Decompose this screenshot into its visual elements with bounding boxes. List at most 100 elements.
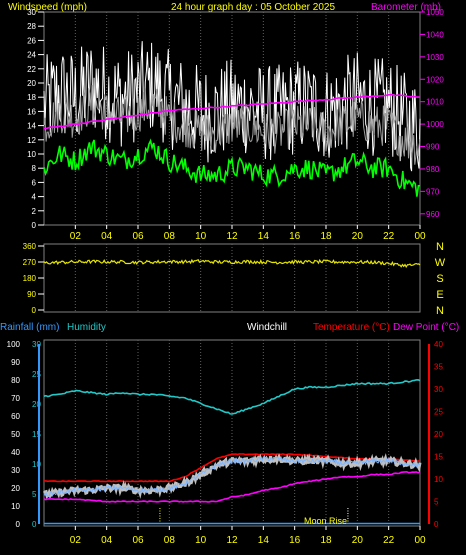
hour-tick-label: 12 bbox=[226, 231, 238, 242]
hour-tick-label: 02 bbox=[70, 231, 82, 242]
windspeed-tick-label: 12 bbox=[27, 136, 36, 145]
temperature-tick-label: 25 bbox=[434, 408, 443, 417]
direction-tick-label: 270 bbox=[23, 258, 37, 267]
dewpoint-legend: Dew Point (°C) bbox=[393, 322, 459, 333]
hour-tick-label: 14 bbox=[258, 535, 270, 546]
barometer-tick-label: 1010 bbox=[426, 98, 444, 107]
direction-series-layer bbox=[43, 258, 421, 269]
temperature-legend: Temperature (°C) bbox=[313, 322, 390, 333]
direction-panel-grid bbox=[74, 244, 390, 312]
rainfall-tick-label: 0 bbox=[32, 520, 37, 529]
windchill-legend: Windchill bbox=[247, 322, 287, 333]
windspeed-tick-label: 0 bbox=[32, 221, 37, 230]
windspeed-tick-label: 16 bbox=[27, 107, 36, 116]
compass-label: E bbox=[436, 289, 443, 301]
hour-tick-label: 06 bbox=[132, 535, 144, 546]
hour-tick-label: 14 bbox=[258, 231, 270, 242]
windspeed-tick-label: 14 bbox=[27, 122, 36, 131]
windchill-band bbox=[42, 453, 422, 499]
rainfall-tick-label: 10 bbox=[32, 460, 41, 469]
hour-tick-label: 12 bbox=[226, 535, 238, 546]
barometer-tick-label: 1050 bbox=[426, 8, 444, 17]
direction-tick-label: 0 bbox=[32, 306, 37, 315]
direction-tick-label: 90 bbox=[27, 290, 36, 299]
windspeed-tick-label: 18 bbox=[27, 93, 36, 102]
windspeed-tick-label: 26 bbox=[27, 36, 36, 45]
hour-tick-label: 04 bbox=[101, 535, 113, 546]
temp-panel-grid bbox=[74, 340, 390, 526]
chart-title: 24 hour graph day : 05 October 2025 bbox=[171, 2, 335, 13]
temperature-tick-label: 30 bbox=[434, 385, 443, 394]
dewpoint-line bbox=[43, 470, 421, 503]
humidity-tick-label: 80 bbox=[11, 376, 20, 385]
windchill-line bbox=[43, 455, 421, 498]
compass-label: N bbox=[436, 305, 444, 317]
temperature-tick-label: 10 bbox=[434, 475, 443, 484]
temperature-tick-label: 0 bbox=[434, 520, 439, 529]
rainfall-tick-label: 25 bbox=[32, 370, 41, 379]
wind-direction-line bbox=[43, 258, 421, 269]
wind-panel-grid bbox=[74, 12, 390, 225]
hour-tick-label: 18 bbox=[320, 231, 332, 242]
barometer-tick-label: 1040 bbox=[426, 30, 444, 39]
compass-label: S bbox=[436, 273, 443, 285]
hour-tick-label: 22 bbox=[383, 231, 395, 242]
hour-tick-label: 22 bbox=[383, 535, 395, 546]
barometer-tick-labels: 1050 1040 1030 1020 1010 1000 990 980 970 960 bbox=[420, 8, 444, 219]
humidity-tick-label: 40 bbox=[11, 448, 20, 457]
hour-tick-label: 08 bbox=[164, 535, 176, 546]
rainfall-tick-labels: 30 25 20 15 10 5 0 bbox=[32, 340, 41, 529]
hour-tick-labels-top: 02 04 06 08 10 12 14 16 18 20 22 00 bbox=[70, 225, 426, 242]
humidity-tick-label: 10 bbox=[11, 502, 20, 511]
hour-tick-label: 10 bbox=[195, 535, 207, 546]
barometer-line bbox=[43, 93, 420, 130]
humidity-tick-label: 100 bbox=[7, 340, 21, 349]
hour-tick-label: 04 bbox=[101, 231, 113, 242]
temperature-tick-label: 20 bbox=[434, 430, 443, 439]
windspeed-tick-label: 8 bbox=[32, 164, 37, 173]
hour-tick-label: 16 bbox=[289, 535, 301, 546]
barometer-tick-label: 990 bbox=[426, 143, 440, 152]
windspeed-tick-label: 30 bbox=[27, 8, 36, 17]
compass-label: N bbox=[436, 241, 444, 253]
rainfall-tick-label: 5 bbox=[32, 490, 37, 499]
wind-average-line bbox=[43, 85, 421, 165]
windspeed-tick-label: 10 bbox=[27, 150, 36, 159]
windspeed-tick-label: 22 bbox=[27, 65, 36, 74]
temperature-tick-label: 5 bbox=[434, 498, 439, 507]
barometer-axis-title: Barometer (mb) bbox=[371, 2, 441, 13]
temperature-tick-label: 40 bbox=[434, 340, 443, 349]
direction-tick-labels: 360 270 180 90 0 bbox=[23, 242, 44, 315]
direction-tick-label: 360 bbox=[23, 242, 37, 251]
humidity-tick-label: 90 bbox=[11, 358, 20, 367]
barometer-tick-label: 1030 bbox=[426, 53, 444, 62]
barometer-tick-label: 970 bbox=[426, 187, 440, 196]
barometer-tick-label: 1020 bbox=[426, 75, 444, 84]
hour-tick-labels-bottom: 02 04 06 08 10 12 14 16 18 20 22 00 bbox=[70, 526, 426, 546]
windspeed-axis-title: Windspeed (mph) bbox=[8, 2, 87, 13]
humidity-tick-label: 30 bbox=[11, 466, 20, 475]
temp-series-layer bbox=[42, 378, 422, 525]
hour-tick-label: 20 bbox=[352, 231, 364, 242]
windspeed-tick-label: 24 bbox=[27, 51, 36, 60]
humidity-tick-label: 50 bbox=[11, 430, 20, 439]
rainfall-tick-label: 30 bbox=[32, 340, 41, 349]
hour-tick-label: 00 bbox=[414, 535, 426, 546]
windspeed-tick-label: 28 bbox=[27, 22, 36, 31]
hour-tick-label: 16 bbox=[289, 231, 301, 242]
humidity-legend: Humidity bbox=[67, 322, 106, 333]
moon-rise-label: Moon Rise bbox=[304, 516, 347, 526]
hour-tick-label: 08 bbox=[164, 231, 176, 242]
barometer-tick-label: 1000 bbox=[426, 120, 444, 129]
hour-tick-label: 06 bbox=[132, 231, 144, 242]
humidity-tick-label: 60 bbox=[11, 412, 20, 421]
rainfall-tick-label: 15 bbox=[32, 430, 41, 439]
temperature-tick-labels: 40 35 30 25 20 15 10 5 0 bbox=[434, 340, 443, 529]
temperature-tick-label: 35 bbox=[434, 363, 443, 372]
hour-tick-label: 00 bbox=[414, 231, 426, 242]
rainfall-tick-label: 20 bbox=[32, 400, 41, 409]
windspeed-tick-label: 6 bbox=[32, 178, 37, 187]
